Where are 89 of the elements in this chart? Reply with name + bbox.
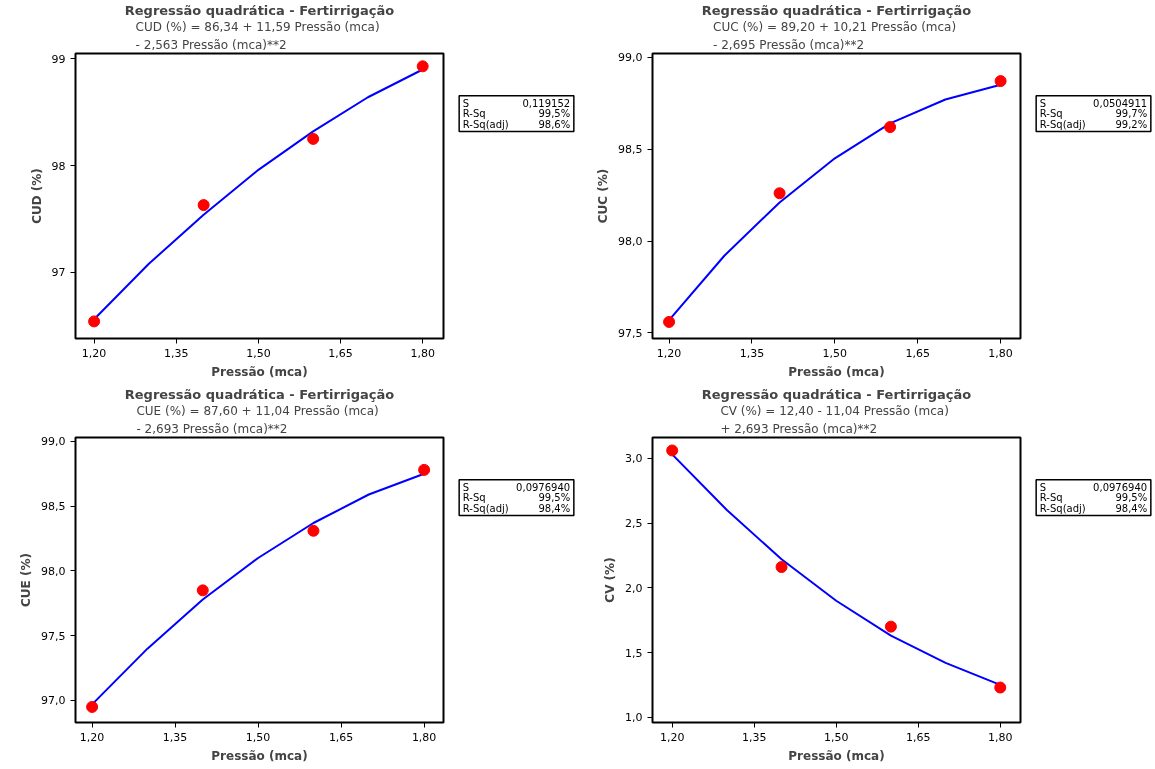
- y-tick-label: 97,5: [618, 326, 643, 340]
- y-tick-label: 98: [51, 159, 66, 173]
- x-tick-label: 1,50: [246, 346, 271, 360]
- y-tick-label: 98,5: [618, 143, 643, 157]
- y-tick-label: 2,5: [625, 517, 643, 530]
- point: [884, 121, 897, 134]
- point: [994, 75, 1007, 88]
- x-tick-label: 1,65: [328, 346, 353, 360]
- text: S: [1039, 481, 1047, 493]
- point: [884, 620, 897, 633]
- text: R-Sq: [1039, 108, 1063, 120]
- y-tick-label: 99,0: [618, 51, 643, 65]
- y-axis-title: CV (%): [603, 557, 618, 603]
- x-tick-label: 1,80: [410, 346, 435, 360]
- text: 98,4%: [1115, 502, 1148, 514]
- text: 99,2%: [1115, 118, 1148, 130]
- text: S: [1039, 97, 1047, 109]
- text: 0,0976940: [1093, 482, 1148, 494]
- point: [196, 584, 209, 597]
- chart-title: Regressão quadrática - Fertirrigação: [124, 2, 395, 18]
- y-tick-label: 2,0: [625, 581, 643, 595]
- x-axis-title: Pressão (mca): [211, 364, 308, 379]
- chart-subtitle: CUE (%) = 87,60 + 11,04 Pressão (mca) - 2,693 Pressão (mca)**2: [136, 404, 379, 437]
- y-tick-label: 97,5: [41, 629, 66, 643]
- point: [86, 700, 99, 713]
- chart-title: Regressão quadrática - Fertirrigação: [124, 386, 395, 402]
- x-axis-title: Pressão (mca): [788, 364, 885, 379]
- chart-subtitle: CUD (%) = 86,34 + 11,59 Pressão (mca) - 2,563 Pressão (mca)**2: [135, 20, 380, 53]
- text: R-Sq: [1039, 492, 1063, 504]
- x-axis-title: Pressão (mca): [788, 748, 885, 763]
- y-axis-title: CUD (%): [29, 168, 44, 224]
- text: 99,5%: [1115, 492, 1148, 504]
- text: 99,5%: [538, 492, 571, 504]
- text: S: [462, 97, 470, 109]
- x-tick-label: 1,20: [656, 346, 682, 360]
- point: [307, 132, 320, 145]
- text: 98,6%: [538, 118, 571, 130]
- x-tick-label: 1,50: [823, 730, 849, 744]
- chart-title: Regressão quadrática - Fertirrigação: [701, 386, 972, 402]
- x-axis-title: Pressão (mca): [211, 748, 308, 763]
- point: [418, 463, 431, 476]
- point: [773, 187, 786, 200]
- x-tick-label: 1,35: [739, 346, 765, 360]
- y-tick-label: 1,5: [625, 646, 643, 660]
- x-tick-label: 1,35: [741, 730, 767, 744]
- y-tick-label: 98,0: [618, 235, 643, 249]
- y-tick-label: 98,5: [41, 500, 66, 514]
- x-tick-label: 1,20: [81, 346, 107, 360]
- y-tick-label: 3,0: [625, 452, 643, 466]
- x-tick-label: 1,80: [411, 730, 437, 744]
- y-tick-label: 97: [51, 266, 66, 280]
- text: 99,5%: [538, 108, 571, 120]
- y-axis-title: CUC (%): [596, 168, 611, 224]
- chart-subtitle: CV (%) = 12,40 - 11,04 Pressão (mca) + 2,693 Pressão (mca)**2: [720, 404, 949, 437]
- x-tick-label: 1,35: [162, 730, 188, 744]
- chart-title: Regressão quadrática - Fertirrigação: [701, 2, 972, 18]
- text: 0,0504911: [1093, 98, 1148, 110]
- x-tick-label: 1,80: [988, 346, 1013, 360]
- y-axis-title: CUE (%): [19, 553, 34, 607]
- x-tick-label: 1,20: [659, 730, 685, 744]
- text: R-Sq: [462, 492, 486, 504]
- y-tick-label: 99: [51, 52, 66, 66]
- point: [663, 315, 676, 328]
- text: S: [462, 481, 470, 493]
- text: 0,119152: [522, 98, 571, 110]
- point: [416, 60, 429, 73]
- y-tick-label: 99,0: [41, 435, 66, 449]
- text: 0,0976940: [516, 482, 571, 494]
- point: [775, 561, 788, 574]
- point: [197, 199, 210, 212]
- text: 99,7%: [1115, 108, 1148, 120]
- point: [666, 444, 679, 457]
- x-tick-label: 1,35: [164, 346, 189, 360]
- x-tick-label: 1,65: [328, 730, 354, 744]
- x-tick-label: 1,50: [245, 730, 271, 744]
- text: R-Sq: [462, 108, 486, 120]
- y-tick-label: 97,0: [41, 694, 66, 708]
- x-tick-label: 1,65: [905, 346, 930, 360]
- point: [307, 524, 320, 537]
- point: [994, 681, 1007, 694]
- x-tick-label: 1,65: [906, 730, 931, 744]
- x-tick-label: 1,50: [822, 346, 848, 360]
- x-tick-label: 1,20: [79, 730, 105, 744]
- y-tick-label: 1,0: [625, 711, 643, 725]
- y-tick-label: 98,0: [41, 564, 66, 578]
- chart-subtitle: CUC (%) = 89,20 + 10,21 Pressão (mca) - 2,695 Pressão (mca)**2: [713, 20, 957, 53]
- point: [88, 315, 101, 328]
- text: 98,4%: [538, 502, 571, 514]
- x-tick-label: 1,80: [988, 730, 1013, 744]
